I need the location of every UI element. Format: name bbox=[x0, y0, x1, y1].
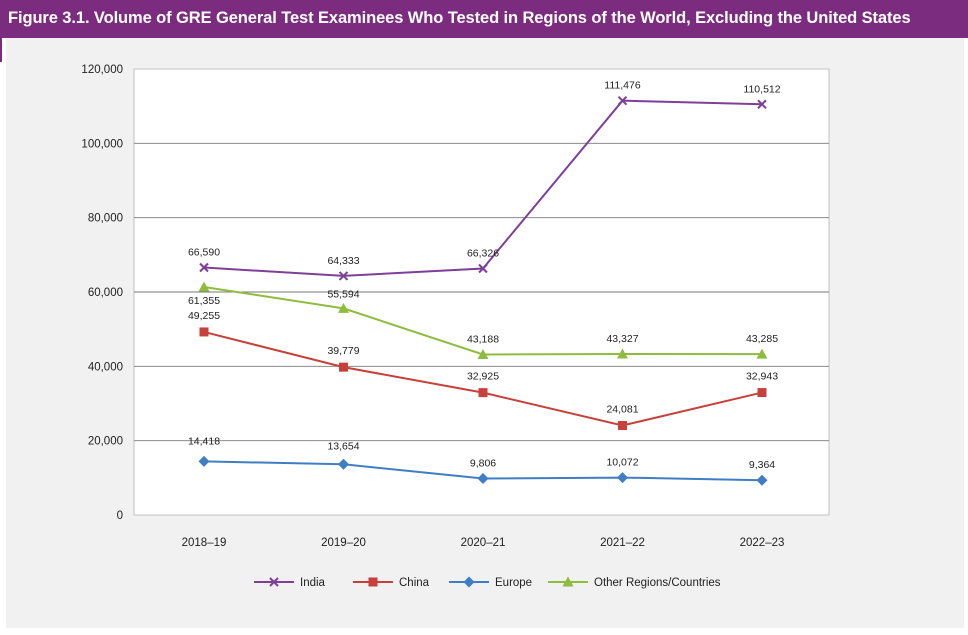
marker-stroke bbox=[269, 577, 279, 587]
x-tick-label: 2021–22 bbox=[600, 537, 645, 549]
legend-marker bbox=[368, 577, 378, 587]
europe-point bbox=[477, 473, 489, 485]
china-point bbox=[339, 362, 348, 372]
y-tick-label: 60,000 bbox=[88, 287, 123, 299]
legend-marker bbox=[562, 576, 574, 587]
legend-label: Other Regions/Countries bbox=[594, 577, 721, 589]
other-regions-countries-point bbox=[198, 281, 210, 292]
legend-item-europe: Europe bbox=[449, 576, 532, 589]
china-point bbox=[757, 388, 767, 398]
x-tick-label: 2018–19 bbox=[182, 537, 227, 549]
figure-title: Figure 3.1. Volume of GRE General Test E… bbox=[8, 9, 911, 27]
other-regions-countries-data-label: 61,355 bbox=[188, 295, 220, 307]
header-edge-accent bbox=[0, 38, 2, 62]
other-regions-countries-point bbox=[338, 302, 349, 313]
marker-stroke bbox=[617, 95, 628, 106]
y-tick-label: 20,000 bbox=[88, 436, 123, 448]
y-axis-tick-labels: 0 20,000 40,000 60,000 80,000 100,000 120,000 bbox=[81, 64, 123, 522]
india-point bbox=[338, 271, 349, 281]
europe-point bbox=[617, 472, 628, 484]
china-data-label: 32,925 bbox=[467, 371, 499, 383]
x-tick-label: 2020–21 bbox=[461, 537, 506, 549]
india-data-label: 66,326 bbox=[467, 247, 499, 259]
x-axis-tick-labels: 2018–19 2019–20 2020–21 2021–22 2022–23 bbox=[182, 537, 785, 549]
figure-header: Figure 3.1. Volume of GRE General Test E… bbox=[0, 0, 968, 38]
marker-stroke bbox=[478, 263, 488, 274]
other-regions-countries-point bbox=[477, 348, 489, 359]
europe-data-label: 9,806 bbox=[470, 458, 496, 470]
legend-item-china: China bbox=[353, 577, 430, 589]
x-tick-label: 2022–23 bbox=[740, 537, 785, 549]
data-labels: 66,590 64,333 66,326 111,476 110,512 49,255 39… bbox=[188, 80, 781, 472]
other-regions-countries-data-label: 43,285 bbox=[746, 333, 778, 345]
x-tick-label: 2019–20 bbox=[321, 537, 366, 549]
china-point bbox=[618, 420, 627, 430]
china-data-label: 49,255 bbox=[188, 310, 220, 322]
china-data-label: 32,943 bbox=[746, 371, 778, 383]
y-tick-label: 120,000 bbox=[81, 64, 123, 76]
legend-item-other-regions-countries: Other Regions/Countries bbox=[548, 576, 721, 589]
other-regions-countries-data-label: 43,327 bbox=[606, 333, 638, 345]
china-data-label: 39,779 bbox=[327, 345, 359, 357]
india-point bbox=[757, 99, 767, 109]
legend-marker bbox=[463, 576, 475, 588]
india-data-label: 110,512 bbox=[743, 83, 780, 95]
europe-data-label: 14,418 bbox=[188, 435, 220, 447]
china-data-label: 24,081 bbox=[606, 403, 638, 415]
europe-point bbox=[198, 455, 210, 467]
india-point bbox=[617, 95, 628, 106]
marker-stroke bbox=[199, 262, 209, 273]
y-tick-label: 40,000 bbox=[88, 361, 123, 373]
y-tick-label: 0 bbox=[117, 510, 123, 522]
india-data-label: 111,476 bbox=[604, 80, 641, 92]
legend-label: India bbox=[300, 577, 326, 589]
marker-stroke bbox=[757, 99, 767, 109]
other-regions-countries-data-label: 55,594 bbox=[327, 288, 359, 300]
europe-data-label: 9,364 bbox=[749, 459, 775, 471]
y-tick-label: 80,000 bbox=[88, 213, 123, 225]
series-layer bbox=[198, 95, 768, 486]
europe-point bbox=[756, 474, 768, 486]
legend-item-india: India bbox=[254, 577, 326, 589]
legend-label: China bbox=[399, 577, 430, 589]
marker-stroke bbox=[338, 271, 349, 281]
india-data-label: 64,333 bbox=[327, 255, 359, 267]
china-point bbox=[478, 388, 488, 398]
y-tick-label: 100,000 bbox=[81, 138, 123, 150]
india-point bbox=[199, 262, 209, 273]
other-regions-countries-data-label: 43,188 bbox=[467, 333, 499, 345]
india-data-label: 66,590 bbox=[188, 247, 220, 259]
china-point bbox=[199, 327, 209, 337]
europe-point bbox=[338, 458, 349, 470]
legend-marker bbox=[269, 577, 279, 587]
other-regions-countries-point bbox=[756, 348, 768, 359]
grid-lines bbox=[134, 142, 829, 442]
legend: India China Europe Other Regions/Countries bbox=[254, 576, 721, 589]
europe-data-label: 10,072 bbox=[606, 457, 638, 469]
europe-data-label: 13,654 bbox=[327, 440, 359, 452]
india-point bbox=[478, 263, 488, 274]
other-regions-countries-point bbox=[617, 348, 628, 359]
legend-label: Europe bbox=[495, 577, 532, 589]
